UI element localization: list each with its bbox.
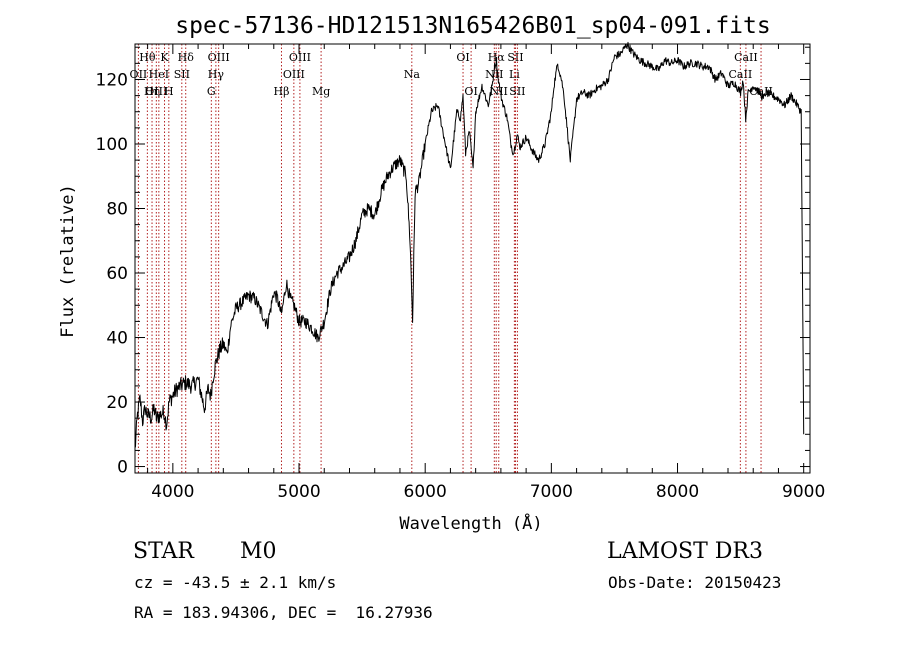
spectral-line-label: G [207, 85, 216, 98]
spectral-line-label: SII [509, 85, 525, 98]
spectral-line-label: Mg [312, 85, 330, 98]
spectral-line-markers: OIIHθOIIIHηHeIKHSIIHδGOIIIHγHβOIIIOIIIMg… [130, 44, 773, 473]
x-tick-label: 8000 [656, 482, 699, 502]
y-tick-label: 100 [96, 135, 128, 155]
y-axis-label: Flux (relative) [58, 184, 78, 338]
x-tick-label: 6000 [404, 482, 447, 502]
y-tick-label: 80 [106, 200, 128, 220]
spectral-line-label: OI [464, 85, 477, 98]
subclass: M0 [240, 539, 277, 564]
spectral-line-label: SII [507, 51, 523, 64]
y-tick-label: 60 [106, 264, 128, 284]
spectral-line-label: Hβ [274, 85, 290, 98]
spectral-line-label: K [160, 51, 169, 64]
y-tick-label: 0 [117, 458, 128, 478]
spectrum-line [134, 41, 805, 449]
spectral-line-label: SII [174, 68, 190, 81]
spectral-line-label: HeI [149, 68, 169, 81]
spectral-line-label: OIII [289, 51, 311, 64]
x-tick-label: 5000 [277, 482, 320, 502]
spectral-line-label: OI [456, 51, 469, 64]
spectral-line-label: Hη [144, 85, 160, 98]
spectral-line-label: CaII [734, 51, 758, 64]
x-tick-label: 7000 [530, 482, 573, 502]
plot-axes: 4000 5000 6000 7000 8000 9000 0 20 40 60 80 100 120 [96, 43, 825, 502]
y-tick-label: 20 [106, 393, 128, 413]
survey-name: LAMOST DR3 [607, 539, 763, 564]
chart-title: spec-57136-HD121513N165426B01_sp04-091.f… [175, 13, 770, 39]
plot-frame [134, 43, 811, 474]
coordinates: RA = 183.94306, DEC = 16.27936 [134, 603, 433, 622]
spectral-line-label: Hγ [208, 68, 225, 81]
obs-date: Obs-Date: 20150423 [608, 573, 782, 592]
spectral-line-label: CaII [729, 68, 753, 81]
x-axis-label: Wavelength (Å) [399, 512, 542, 534]
y-tick-label: 120 [96, 70, 128, 90]
spectral-line-label: OII [130, 68, 148, 81]
x-tick-label: 9000 [782, 482, 825, 502]
y-tick-label: 40 [106, 329, 128, 349]
redshift-velocity: cz = -43.5 ± 2.1 km/s [134, 573, 337, 592]
object-type: STAR [133, 539, 194, 564]
spectral-line-label: Li [509, 68, 520, 81]
spectral-line-label: OIII [283, 68, 305, 81]
spectral-line-label: Hθ [139, 51, 156, 64]
spectral-line-label: OIII [208, 51, 230, 64]
spectrum-series [134, 41, 805, 449]
spectral-line-label: H [164, 85, 174, 98]
spectral-line-label: NII [490, 85, 508, 98]
x-tick-label: 4000 [151, 482, 194, 502]
spectral-line-label: Na [404, 68, 421, 81]
spectral-line-label: OIII [145, 85, 167, 98]
spectral-line-label: Hδ [178, 51, 195, 64]
